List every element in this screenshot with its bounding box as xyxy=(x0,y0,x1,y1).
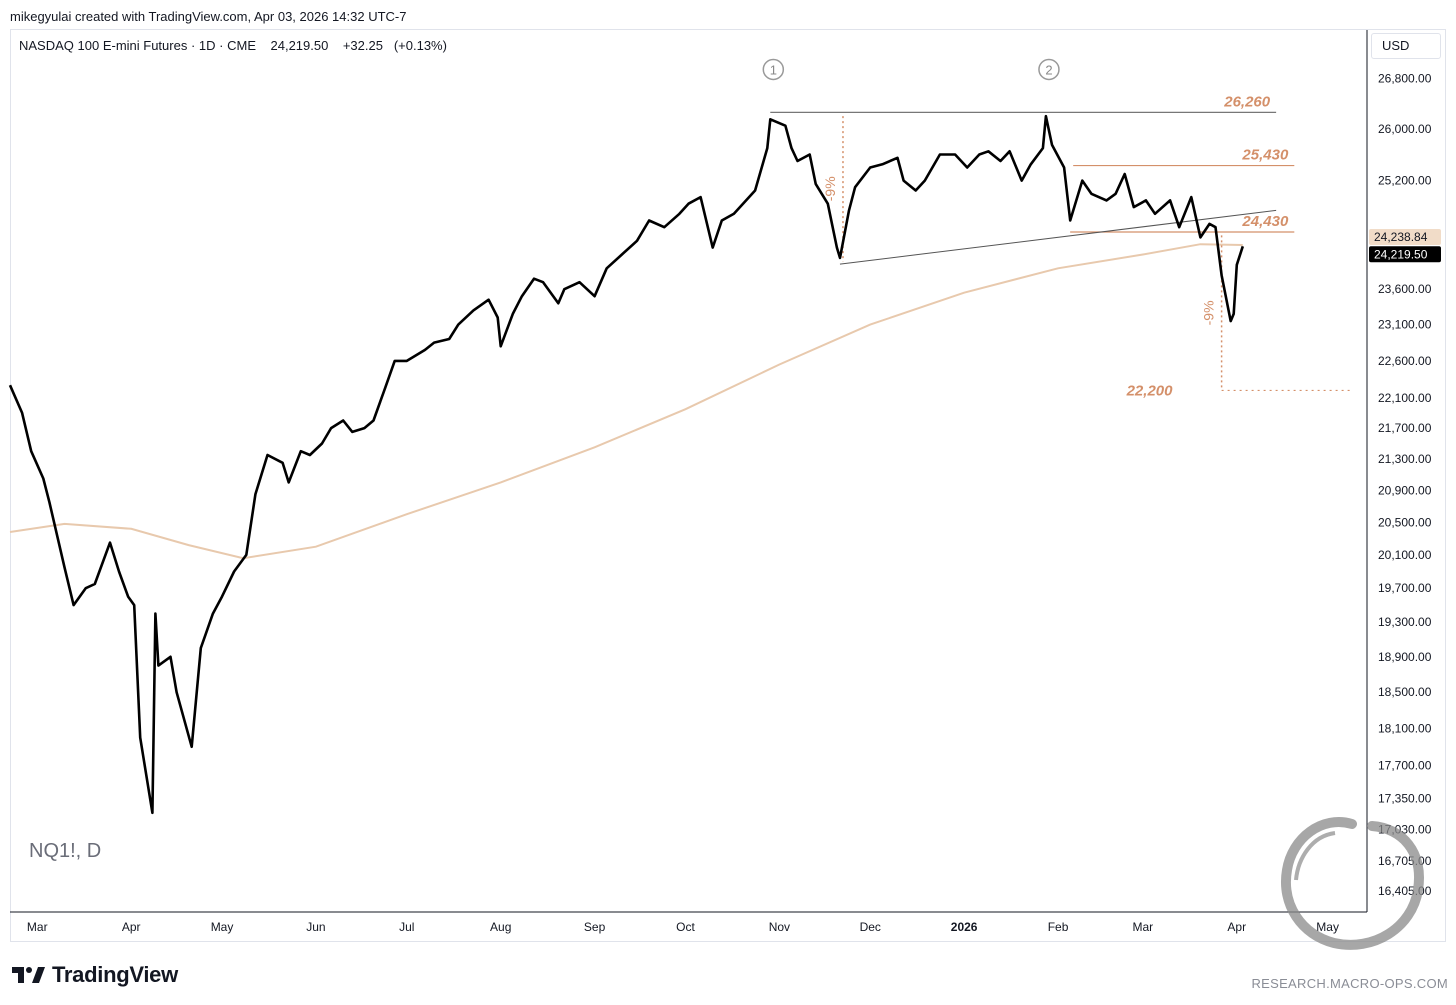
last-price: 24,219.50 xyxy=(270,38,329,53)
symbol-interval: 1D xyxy=(198,38,216,53)
price-line xyxy=(8,114,1245,815)
price-change-pct: (+0.13%) xyxy=(393,38,447,53)
peak-marker xyxy=(762,58,785,81)
moving-average-line xyxy=(9,243,1243,560)
symbol-name: NASDAQ 100 E-mini Futures xyxy=(19,38,188,53)
x-tick-label: May xyxy=(1316,920,1339,934)
x-tick-label: Dec xyxy=(860,920,881,934)
axis-badge xyxy=(1369,228,1441,245)
symbol-legend[interactable]: NASDAQ 100 E-mini Futures · 1D · CME 24,… xyxy=(19,38,447,53)
measure-label: -9% xyxy=(822,176,838,201)
y-tick-label: 18,900.00 xyxy=(1378,650,1432,664)
peak-marker-label: 2 xyxy=(1045,62,1052,77)
x-tick-label: Apr xyxy=(1227,920,1246,934)
level-label: 25,430 xyxy=(1241,147,1289,164)
x-tick-label: Feb xyxy=(1048,920,1069,934)
y-tick-label: 22,600.00 xyxy=(1378,354,1432,368)
y-tick-label: 19,700.00 xyxy=(1378,581,1432,595)
tradingview-wordmark: TradingView xyxy=(52,962,178,987)
enso-seal xyxy=(1281,817,1424,950)
y-tick-label: 16,705.00 xyxy=(1378,854,1432,868)
y-tick-label: 22,100.00 xyxy=(1378,391,1432,405)
y-tick-label: 19,300.00 xyxy=(1378,615,1432,629)
x-tick-label: Jun xyxy=(306,920,325,934)
axis-badge-label: 24,238.84 xyxy=(1374,230,1428,244)
y-tick-label: 21,300.00 xyxy=(1378,452,1432,466)
y-tick-label: 26,000.00 xyxy=(1378,122,1432,136)
tradingview-brand: TradingView xyxy=(12,962,178,988)
axis-badge-label: 24,219.50 xyxy=(1374,247,1428,261)
chart-caption: mikegyulai created with TradingView.com,… xyxy=(10,9,407,24)
x-tick-label: Mar xyxy=(1133,920,1154,934)
x-tick-label: Oct xyxy=(676,920,695,934)
symbol-exchange: CME xyxy=(227,38,257,53)
x-tick-label: Aug xyxy=(490,920,511,934)
y-tick-label: 23,600.00 xyxy=(1378,282,1432,296)
y-tick-label: 20,100.00 xyxy=(1378,548,1432,562)
x-tick-label: 2026 xyxy=(951,920,978,934)
trend-line xyxy=(839,209,1277,265)
x-tick-label: Sep xyxy=(584,920,606,934)
peak-marker xyxy=(1038,58,1060,81)
y-tick-label: 17,700.00 xyxy=(1378,758,1432,772)
price-change: +32.25 xyxy=(342,38,383,53)
y-tick-label: 18,100.00 xyxy=(1378,721,1432,735)
x-tick-label: Jul xyxy=(399,920,414,934)
research-url: RESEARCH.MACRO-OPS.COM xyxy=(1251,976,1448,991)
x-tick-label: Nov xyxy=(769,920,790,934)
y-tick-label: 20,900.00 xyxy=(1378,483,1432,497)
tradingview-logo-icon xyxy=(12,967,45,983)
y-tick-label: 20,500.00 xyxy=(1378,515,1432,529)
y-tick-label: 18,500.00 xyxy=(1378,685,1432,699)
y-tick-label: 23,100.00 xyxy=(1378,318,1432,332)
y-tick-label: 25,200.00 xyxy=(1378,174,1432,188)
measure-label: -9% xyxy=(1201,300,1217,325)
peak-marker-label: 1 xyxy=(770,62,777,77)
x-tick-label: Apr xyxy=(122,920,141,934)
level-label: 26,260 xyxy=(1223,93,1271,110)
x-tick-label: Mar xyxy=(27,920,48,934)
y-tick-label: 26,800.00 xyxy=(1378,72,1432,86)
currency-button[interactable]: USD xyxy=(1371,33,1441,59)
x-tick-label: May xyxy=(211,920,234,934)
y-tick-label: 17,350.00 xyxy=(1378,791,1432,805)
chart-frame xyxy=(10,29,1446,942)
chart-symbol-watermark: NQ1!, D xyxy=(29,840,102,862)
level-label: 22,200 xyxy=(1126,382,1174,399)
y-tick-label: 21,700.00 xyxy=(1378,421,1432,435)
axis-badge xyxy=(1369,246,1441,263)
y-tick-label: 16,405.00 xyxy=(1378,884,1432,898)
level-label: 24,430 xyxy=(1241,213,1289,230)
